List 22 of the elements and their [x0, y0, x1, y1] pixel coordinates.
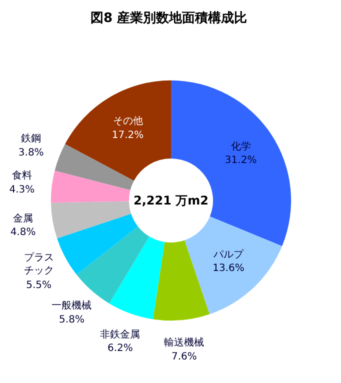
- data-label: 13.6%: [212, 263, 244, 274]
- slice-label: 食料: [12, 170, 32, 182]
- slice-label: 化学: [230, 140, 251, 152]
- data-label: 4.8%: [10, 227, 36, 238]
- slice-label: 鉄鋼: [21, 132, 42, 145]
- slice-label: 非鉄金属: [100, 328, 140, 340]
- text: 2,221 万m2: [134, 194, 209, 208]
- data-label: 4.3%: [9, 184, 35, 196]
- data-label: 5.5%: [26, 280, 52, 291]
- slice-label: その他: [112, 115, 143, 128]
- slice-label: プラスチック: [24, 252, 54, 277]
- slice-label: 一般機械: [52, 300, 92, 312]
- data-label: 3.8%: [18, 148, 44, 159]
- data-label: 17.2%: [112, 130, 144, 141]
- data-label: 6.2%: [107, 343, 133, 354]
- data-label: 7.6%: [171, 351, 197, 362]
- data-label: 31.2%: [224, 155, 257, 166]
- slice-label: 金属: [13, 212, 34, 224]
- chart-title: 図8 産業別数地面積構成比: [90, 10, 248, 26]
- slice-label: パルプ: [212, 248, 245, 260]
- slice-label: 輸送機械: [164, 336, 204, 349]
- data-label: 5.8%: [59, 314, 84, 326]
